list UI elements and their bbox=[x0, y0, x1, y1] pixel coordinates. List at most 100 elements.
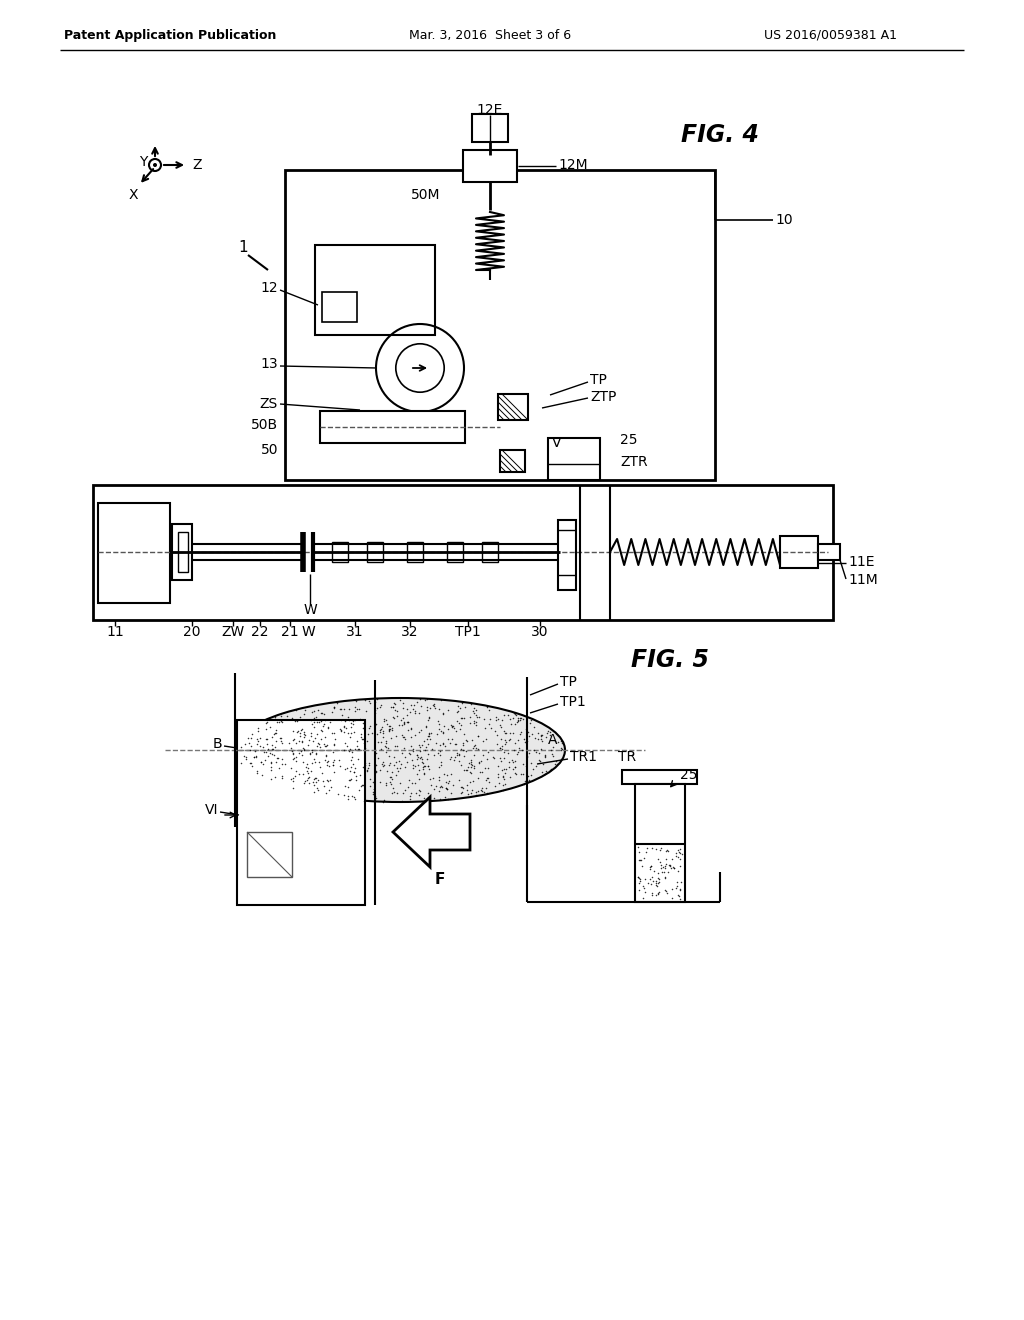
Point bbox=[321, 717, 337, 738]
Point bbox=[395, 726, 412, 747]
Point bbox=[358, 700, 375, 721]
Point bbox=[476, 717, 493, 738]
Point bbox=[257, 729, 273, 750]
Point bbox=[331, 750, 347, 771]
Point bbox=[493, 738, 509, 759]
Point bbox=[459, 730, 475, 751]
Point bbox=[419, 788, 435, 809]
Point bbox=[261, 715, 278, 737]
Point bbox=[344, 785, 360, 807]
Point bbox=[287, 766, 303, 787]
Point bbox=[630, 837, 646, 858]
Point bbox=[268, 711, 285, 733]
Point bbox=[522, 713, 539, 734]
Text: FIG. 5: FIG. 5 bbox=[631, 648, 709, 672]
Point bbox=[672, 842, 688, 863]
Point bbox=[646, 861, 663, 882]
Point bbox=[343, 742, 359, 763]
Point bbox=[510, 708, 526, 729]
Point bbox=[425, 767, 441, 788]
Point bbox=[432, 776, 449, 797]
Point bbox=[362, 693, 379, 714]
Point bbox=[336, 717, 352, 738]
Point bbox=[308, 743, 325, 764]
Point bbox=[421, 725, 437, 746]
Point bbox=[307, 768, 324, 789]
Point bbox=[442, 733, 459, 754]
Point bbox=[412, 689, 428, 710]
Point bbox=[318, 754, 335, 775]
Point bbox=[321, 771, 337, 792]
Point bbox=[530, 750, 547, 771]
Point bbox=[356, 733, 373, 754]
Point bbox=[659, 883, 676, 904]
Point bbox=[495, 775, 511, 796]
Point bbox=[394, 714, 411, 735]
Point bbox=[390, 760, 407, 781]
Point bbox=[286, 729, 302, 750]
Point bbox=[542, 722, 558, 743]
Point bbox=[478, 770, 495, 791]
Point bbox=[365, 781, 381, 803]
Point bbox=[262, 756, 279, 777]
Point bbox=[348, 698, 365, 719]
Point bbox=[372, 719, 388, 741]
Point bbox=[411, 702, 427, 723]
Point bbox=[340, 776, 356, 797]
Point bbox=[492, 747, 508, 768]
Bar bbox=[367, 543, 383, 562]
Point bbox=[254, 764, 270, 785]
Point bbox=[274, 748, 291, 770]
Point bbox=[497, 733, 513, 754]
Point bbox=[300, 763, 316, 784]
Point bbox=[433, 755, 450, 776]
Point bbox=[249, 729, 265, 750]
Point bbox=[313, 762, 330, 783]
Point bbox=[301, 729, 317, 750]
Text: 12E: 12E bbox=[477, 103, 503, 117]
Point bbox=[301, 766, 317, 787]
Point bbox=[385, 755, 401, 776]
Point bbox=[420, 756, 436, 777]
Point bbox=[643, 883, 659, 904]
Point bbox=[450, 696, 466, 717]
Point bbox=[469, 706, 485, 727]
Point bbox=[350, 738, 367, 759]
Point bbox=[519, 730, 536, 751]
Point bbox=[367, 692, 383, 713]
Point bbox=[307, 751, 324, 772]
Point bbox=[348, 766, 365, 787]
Point bbox=[649, 849, 666, 870]
Point bbox=[238, 734, 254, 755]
Point bbox=[304, 701, 321, 722]
Text: ZTP: ZTP bbox=[590, 389, 616, 404]
Point bbox=[509, 711, 525, 733]
Point bbox=[411, 746, 427, 767]
Text: Z: Z bbox=[193, 158, 202, 172]
Point bbox=[494, 760, 510, 781]
Point bbox=[360, 718, 377, 739]
Point bbox=[479, 696, 496, 717]
Point bbox=[289, 710, 305, 731]
Bar bbox=[178, 532, 188, 572]
Point bbox=[437, 787, 454, 808]
Point bbox=[388, 764, 404, 785]
Point bbox=[537, 763, 553, 784]
Point bbox=[273, 711, 290, 733]
Point bbox=[257, 750, 273, 771]
Point bbox=[650, 863, 667, 884]
Point bbox=[462, 708, 478, 729]
Point bbox=[258, 742, 274, 763]
Point bbox=[243, 735, 259, 756]
Point bbox=[367, 752, 383, 774]
Point bbox=[507, 751, 523, 772]
Point bbox=[420, 734, 436, 755]
Point bbox=[543, 759, 559, 780]
Point bbox=[409, 692, 425, 713]
Point bbox=[539, 722, 555, 743]
Point bbox=[547, 731, 563, 752]
Point bbox=[420, 709, 436, 730]
Text: TR: TR bbox=[618, 750, 636, 764]
Point bbox=[416, 755, 432, 776]
Point bbox=[445, 717, 462, 738]
